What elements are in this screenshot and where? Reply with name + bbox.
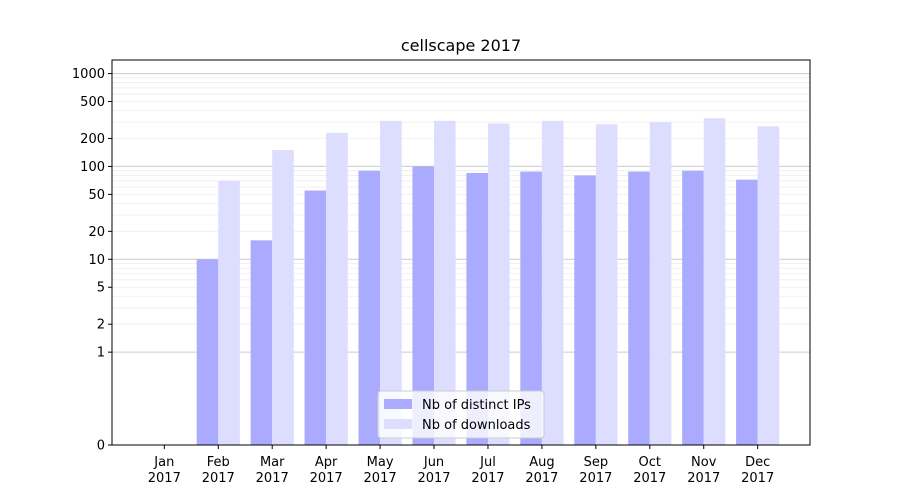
bar-ips bbox=[412, 166, 435, 446]
x-tick-label: Jun bbox=[423, 455, 444, 470]
chart-title: cellscape 2017 bbox=[401, 36, 521, 55]
x-tick-label: 2017 bbox=[525, 471, 558, 486]
bar-downloads bbox=[757, 126, 780, 445]
y-tick-label: 100 bbox=[80, 160, 105, 175]
y-axis: 0 1 2 5 10 20 50 100 200 500 1000 bbox=[72, 67, 112, 454]
bars bbox=[196, 118, 780, 446]
y-tick-label: 5 bbox=[97, 281, 105, 296]
legend-label: Nb of distinct IPs bbox=[422, 398, 531, 413]
x-tick-label: 2017 bbox=[256, 471, 289, 486]
bar-downloads bbox=[703, 118, 726, 446]
bar-ips bbox=[520, 171, 542, 446]
x-tick-label: Aug bbox=[529, 455, 554, 470]
x-axis: Jan2017Feb2017Mar2017Apr2017May2017Jun20… bbox=[148, 445, 774, 486]
bar-downloads bbox=[272, 150, 294, 445]
x-tick-label: 2017 bbox=[471, 471, 504, 486]
x-tick-label: 2017 bbox=[310, 471, 343, 486]
x-tick-label: Nov bbox=[691, 455, 717, 470]
bar-ips bbox=[736, 179, 758, 445]
x-tick-label: Mar bbox=[260, 455, 285, 470]
x-tick-label: Apr bbox=[315, 455, 338, 470]
x-tick-label: Oct bbox=[639, 455, 661, 470]
bar-downloads bbox=[487, 123, 510, 445]
bar-ips bbox=[628, 171, 650, 446]
legend-label: Nb of downloads bbox=[422, 418, 531, 433]
y-tick-label: 200 bbox=[80, 132, 105, 147]
bar-ips bbox=[250, 240, 273, 445]
x-tick-label: Sep bbox=[584, 455, 609, 470]
bar-ips bbox=[196, 259, 219, 445]
bar-downloads bbox=[434, 120, 456, 445]
bar-ips bbox=[358, 170, 381, 445]
legend-box bbox=[377, 390, 545, 439]
x-tick-label: 2017 bbox=[202, 471, 235, 486]
y-tick-label: 2 bbox=[97, 318, 105, 333]
legend: Nb of distinct IPs Nb of downloads bbox=[377, 390, 545, 439]
y-tick-label: 500 bbox=[80, 95, 105, 110]
x-tick-label: Jan bbox=[153, 455, 174, 470]
bar-ips bbox=[466, 172, 488, 445]
bar-ips bbox=[574, 175, 596, 446]
bar-downloads bbox=[326, 132, 348, 445]
bar-ips bbox=[682, 170, 704, 445]
x-tick-label: Feb bbox=[207, 455, 230, 470]
bar-downloads bbox=[649, 122, 672, 446]
x-tick-label: 2017 bbox=[741, 471, 774, 486]
x-tick-label: 2017 bbox=[364, 471, 397, 486]
x-tick-label: May bbox=[367, 455, 394, 470]
x-tick-label: Dec bbox=[745, 455, 770, 470]
bar-downloads bbox=[380, 120, 402, 445]
x-tick-label: 2017 bbox=[417, 471, 450, 486]
bar-ips bbox=[304, 190, 327, 445]
x-tick-label: 2017 bbox=[633, 471, 666, 486]
y-tick-label: 1000 bbox=[72, 67, 105, 82]
legend-swatch bbox=[384, 419, 412, 429]
x-tick-label: 2017 bbox=[687, 471, 720, 486]
y-tick-label: 50 bbox=[88, 188, 105, 203]
bar-downloads bbox=[541, 120, 564, 445]
bar-downloads bbox=[595, 124, 618, 445]
y-tick-label: 0 bbox=[97, 439, 105, 454]
legend-swatch bbox=[384, 399, 412, 409]
x-tick-label: 2017 bbox=[579, 471, 612, 486]
y-tick-label: 1 bbox=[97, 346, 105, 361]
plot-frame bbox=[111, 59, 811, 446]
bar-downloads bbox=[218, 180, 240, 446]
x-tick-label: 2017 bbox=[148, 471, 181, 486]
y-tick-label: 10 bbox=[88, 253, 105, 268]
y-tick-label: 20 bbox=[88, 225, 105, 240]
x-tick-label: Jul bbox=[479, 455, 496, 470]
